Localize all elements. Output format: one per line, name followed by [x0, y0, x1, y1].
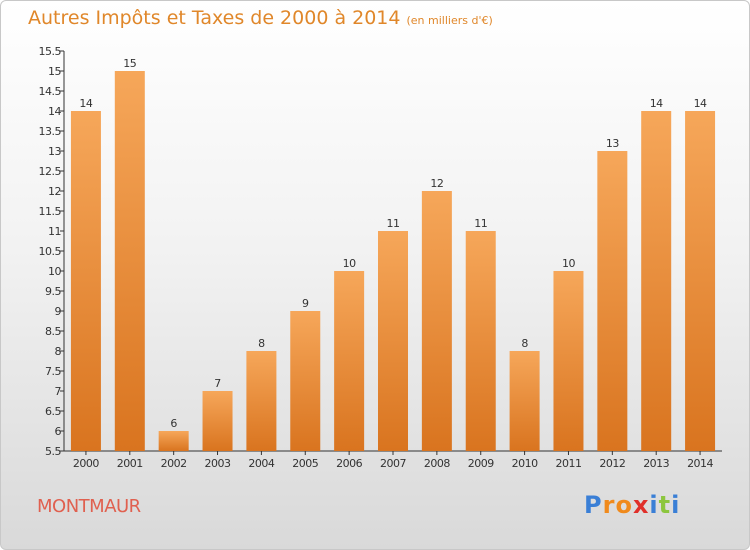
y-tick-label: 9 — [55, 305, 62, 318]
commune-name: MONTMAUR — [37, 496, 141, 517]
y-tick-label: 10 — [48, 265, 61, 278]
y-tick-label: 13 — [48, 145, 61, 158]
value-label: 9 — [302, 297, 309, 310]
y-tick-label: 8.5 — [45, 325, 61, 338]
bar-2000 — [70, 111, 101, 451]
value-label: 12 — [430, 177, 443, 190]
chart-unit: (en milliers d'€) — [406, 14, 493, 27]
x-tick-label: 2012 — [599, 457, 625, 470]
x-tick-label: 2010 — [512, 457, 538, 470]
y-tick-label: 9.5 — [45, 285, 61, 298]
bar-2005 — [290, 311, 321, 451]
bar-2001 — [114, 71, 145, 451]
y-tick-label: 14 — [48, 105, 61, 118]
x-tick-label: 2007 — [380, 457, 406, 470]
value-label: 11 — [474, 217, 487, 230]
logo-letter: P — [584, 491, 603, 519]
value-label: 14 — [650, 97, 663, 110]
x-tick-label: 2000 — [73, 457, 99, 470]
value-label: 13 — [606, 137, 619, 150]
logo-letter: t — [658, 491, 672, 519]
x-tick-label: 2009 — [468, 457, 494, 470]
logo-letter: o — [615, 491, 633, 519]
y-tick-label: 7.5 — [45, 365, 61, 378]
value-label: 10 — [343, 257, 356, 270]
x-tick-label: 2004 — [248, 457, 274, 470]
y-tick-label: 11.5 — [39, 205, 62, 218]
x-tick-label: 2011 — [555, 457, 581, 470]
bar-2007 — [378, 231, 408, 451]
x-tick-label: 2014 — [687, 457, 713, 470]
chart-title-text: Autres Impôts et Taxes de 2000 à 2014 — [28, 7, 401, 29]
value-label: 10 — [562, 257, 575, 270]
value-label: 15 — [123, 57, 136, 70]
x-tick-label: 2005 — [292, 457, 318, 470]
y-tick-label: 6 — [55, 425, 62, 438]
y-tick-label: 14.5 — [39, 85, 62, 98]
proxiti-logo[interactable]: Proxiti — [584, 491, 680, 519]
bar-2011 — [553, 271, 584, 451]
bar-2006 — [334, 271, 365, 451]
bar-2004 — [246, 351, 277, 451]
bar-2012 — [597, 151, 628, 451]
bar-2002 — [158, 431, 189, 451]
bar-2009 — [465, 231, 496, 451]
value-label: 8 — [521, 337, 528, 350]
x-tick-label: 2008 — [424, 457, 450, 470]
x-tick-label: 2013 — [643, 457, 669, 470]
logo-letter: i — [649, 491, 659, 519]
bar-2014 — [685, 111, 716, 451]
y-tick-label: 5.5 — [45, 445, 61, 458]
y-tick-label: 15 — [48, 65, 61, 78]
bar-2003 — [202, 391, 233, 451]
y-tick-label: 13.5 — [39, 125, 62, 138]
y-tick-label: 12 — [48, 185, 61, 198]
x-tick-label: 2006 — [336, 457, 362, 470]
logo-letter: r — [602, 491, 616, 519]
value-label: 14 — [694, 97, 707, 110]
y-tick-label: 10.5 — [39, 245, 62, 258]
y-tick-label: 7 — [55, 385, 62, 398]
value-label: 11 — [387, 217, 400, 230]
logo-letter: i — [671, 491, 681, 519]
value-label: 8 — [258, 337, 265, 350]
y-tick-label: 6.5 — [45, 405, 61, 418]
chart-title: Autres Impôts et Taxes de 2000 à 2014 (en… — [28, 7, 493, 29]
value-label: 14 — [79, 97, 92, 110]
y-tick-label: 12.5 — [39, 165, 62, 178]
value-label: 6 — [170, 417, 177, 430]
x-tick-label: 2003 — [205, 457, 231, 470]
value-label: 7 — [214, 377, 221, 390]
bar-2008 — [421, 191, 452, 451]
logo-letter: x — [632, 491, 650, 519]
bar-2013 — [641, 111, 672, 451]
y-tick-label: 8 — [55, 345, 62, 358]
bar-2010 — [509, 351, 540, 451]
x-tick-label: 2001 — [117, 457, 143, 470]
x-tick-label: 2002 — [161, 457, 187, 470]
y-tick-label: 11 — [48, 225, 61, 238]
y-tick-label: 15.5 — [39, 45, 62, 58]
